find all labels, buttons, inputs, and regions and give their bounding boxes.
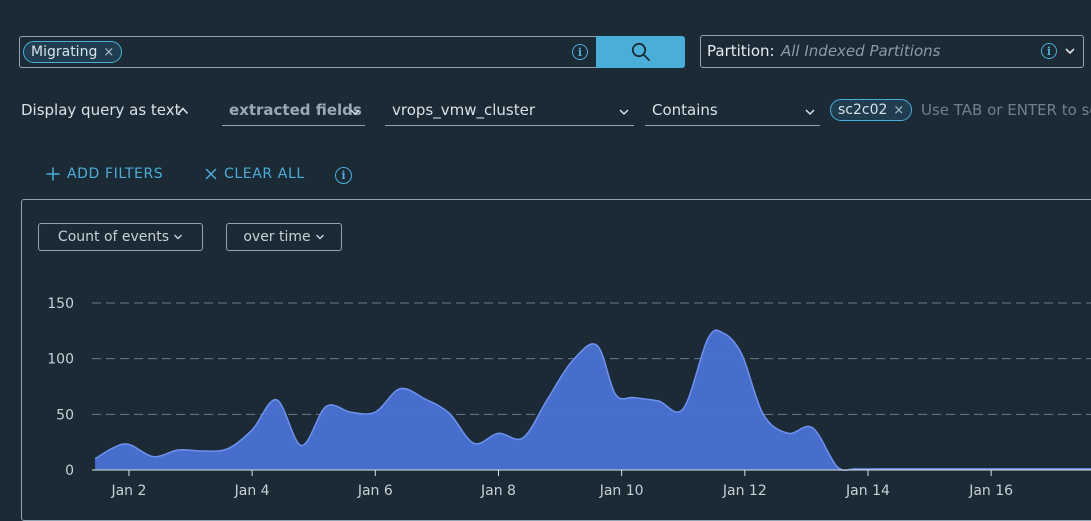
filter-value-chip: sc2c02 × [830, 99, 913, 121]
events-area [95, 330, 1091, 471]
filter-value-input[interactable]: Use TAB or ENTER to se [921, 101, 1091, 119]
partition-label: Partition: [707, 42, 775, 60]
add-filters-button[interactable]: ADD FILTERS [46, 166, 163, 182]
search-icon [631, 42, 650, 61]
search-term-chip: Migrating × [23, 41, 123, 63]
remove-filter-value-icon[interactable]: × [893, 102, 905, 118]
chevron-up-icon[interactable] [177, 105, 189, 117]
chart-panel: 0 50 100 150 Jan 2 Jan 4 Jan 6 Jan 8 Jan 10 Jan 1… [21, 199, 1091, 521]
chevron-down-icon [315, 234, 324, 240]
info-icon[interactable]: i [1041, 43, 1057, 59]
info-icon[interactable]: i [335, 167, 352, 184]
operator-select[interactable]: Contains [645, 98, 820, 126]
filter-value-label: sc2c02 [838, 102, 888, 118]
clear-all-button[interactable]: CLEAR ALL [205, 166, 305, 182]
clear-all-label: CLEAR ALL [224, 166, 305, 182]
remove-search-term-icon[interactable]: × [103, 44, 115, 60]
chevron-down-icon[interactable] [1064, 42, 1076, 60]
events-line [94, 329, 1091, 472]
partition-value: All Indexed Partitions [781, 42, 941, 60]
chevron-down-icon [174, 234, 183, 240]
field-source-select[interactable]: extracted fields [222, 98, 365, 126]
chart-axes: 0 50 100 150 Jan 2 Jan 4 Jan 6 Jan 8 Jan 10 Jan 1… [47, 296, 1091, 499]
field-source-value: extracted fields [229, 101, 362, 119]
chevron-down-icon [350, 109, 360, 116]
field-name-value: vrops_vmw_cluster [392, 101, 535, 119]
metric-value: Count of events [57, 229, 170, 245]
x-tick-label: Jan 8 [480, 483, 516, 499]
y-tick-label: 150 [47, 296, 74, 312]
search-button[interactable] [596, 36, 685, 68]
x-tick-label: Jan 6 [357, 483, 393, 499]
display-query-as-text-toggle[interactable]: Display query as text [21, 101, 181, 119]
x-tick-label: Jan 2 [110, 483, 146, 499]
chevron-down-icon [619, 109, 629, 116]
field-name-select[interactable]: vrops_vmw_cluster [385, 98, 634, 126]
chevron-down-icon [805, 109, 815, 116]
x-tick-label: Jan 10 [599, 483, 644, 499]
search-input[interactable]: Migrating × i [19, 36, 596, 68]
grouping-value: over time [243, 229, 311, 245]
partition-select[interactable]: Partition: All Indexed Partitions i [700, 35, 1084, 68]
info-icon[interactable]: i [572, 44, 588, 60]
add-filters-label: ADD FILTERS [67, 166, 164, 182]
metric-dropdown[interactable]: Count of events [38, 223, 203, 251]
search-term-label: Migrating [31, 44, 98, 60]
x-tick-label: Jan 4 [234, 483, 270, 499]
y-tick-label: 100 [47, 352, 74, 368]
y-tick-label: 50 [56, 407, 74, 423]
chart-series [94, 329, 1091, 472]
y-tick-label: 0 [65, 463, 74, 479]
events-over-time-chart: 0 50 100 150 Jan 2 Jan 4 Jan 6 Jan 8 Jan 10 Jan 1… [47, 296, 1091, 499]
plus-icon [46, 167, 60, 181]
x-tick-label: Jan 14 [845, 483, 890, 499]
x-tick-label: Jan 16 [968, 483, 1013, 499]
operator-value: Contains [652, 101, 718, 119]
close-icon [205, 168, 217, 180]
grouping-dropdown[interactable]: over time [226, 223, 342, 251]
x-tick-label: Jan 12 [722, 483, 767, 499]
